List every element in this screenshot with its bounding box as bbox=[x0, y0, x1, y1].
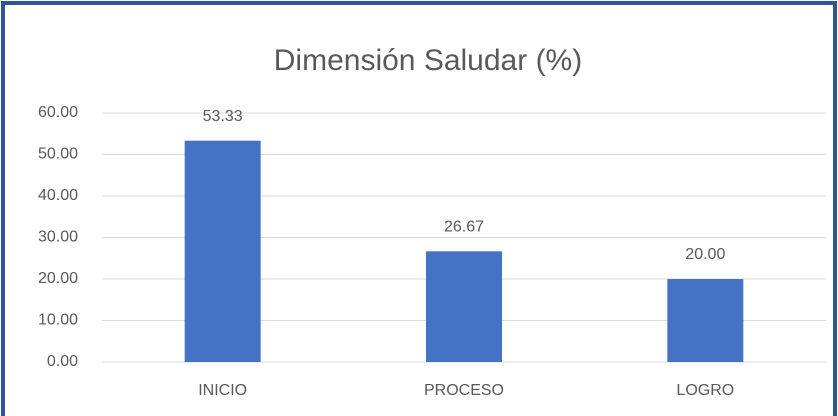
data-label: 20.00 bbox=[685, 246, 725, 263]
y-tick-label: 20.00 bbox=[38, 270, 78, 287]
data-label: 53.33 bbox=[203, 108, 243, 125]
y-tick-label: 40.00 bbox=[38, 187, 78, 204]
data-label: 26.67 bbox=[444, 219, 484, 236]
y-tick-label: 60.00 bbox=[38, 104, 78, 121]
chart-title: Dimensión Saludar (%) bbox=[274, 44, 582, 77]
y-tick-label: 50.00 bbox=[38, 146, 78, 163]
x-tick-label: INICIO bbox=[198, 382, 247, 399]
bar bbox=[184, 140, 261, 362]
y-tick-label: 10.00 bbox=[38, 312, 78, 329]
y-tick-label: 0.00 bbox=[47, 353, 78, 370]
bar bbox=[667, 279, 744, 362]
y-tick-label: 30.00 bbox=[38, 229, 78, 246]
x-tick-label: PROCESO bbox=[424, 382, 504, 399]
bar bbox=[426, 251, 502, 362]
x-tick-label: LOGRO bbox=[676, 382, 734, 399]
